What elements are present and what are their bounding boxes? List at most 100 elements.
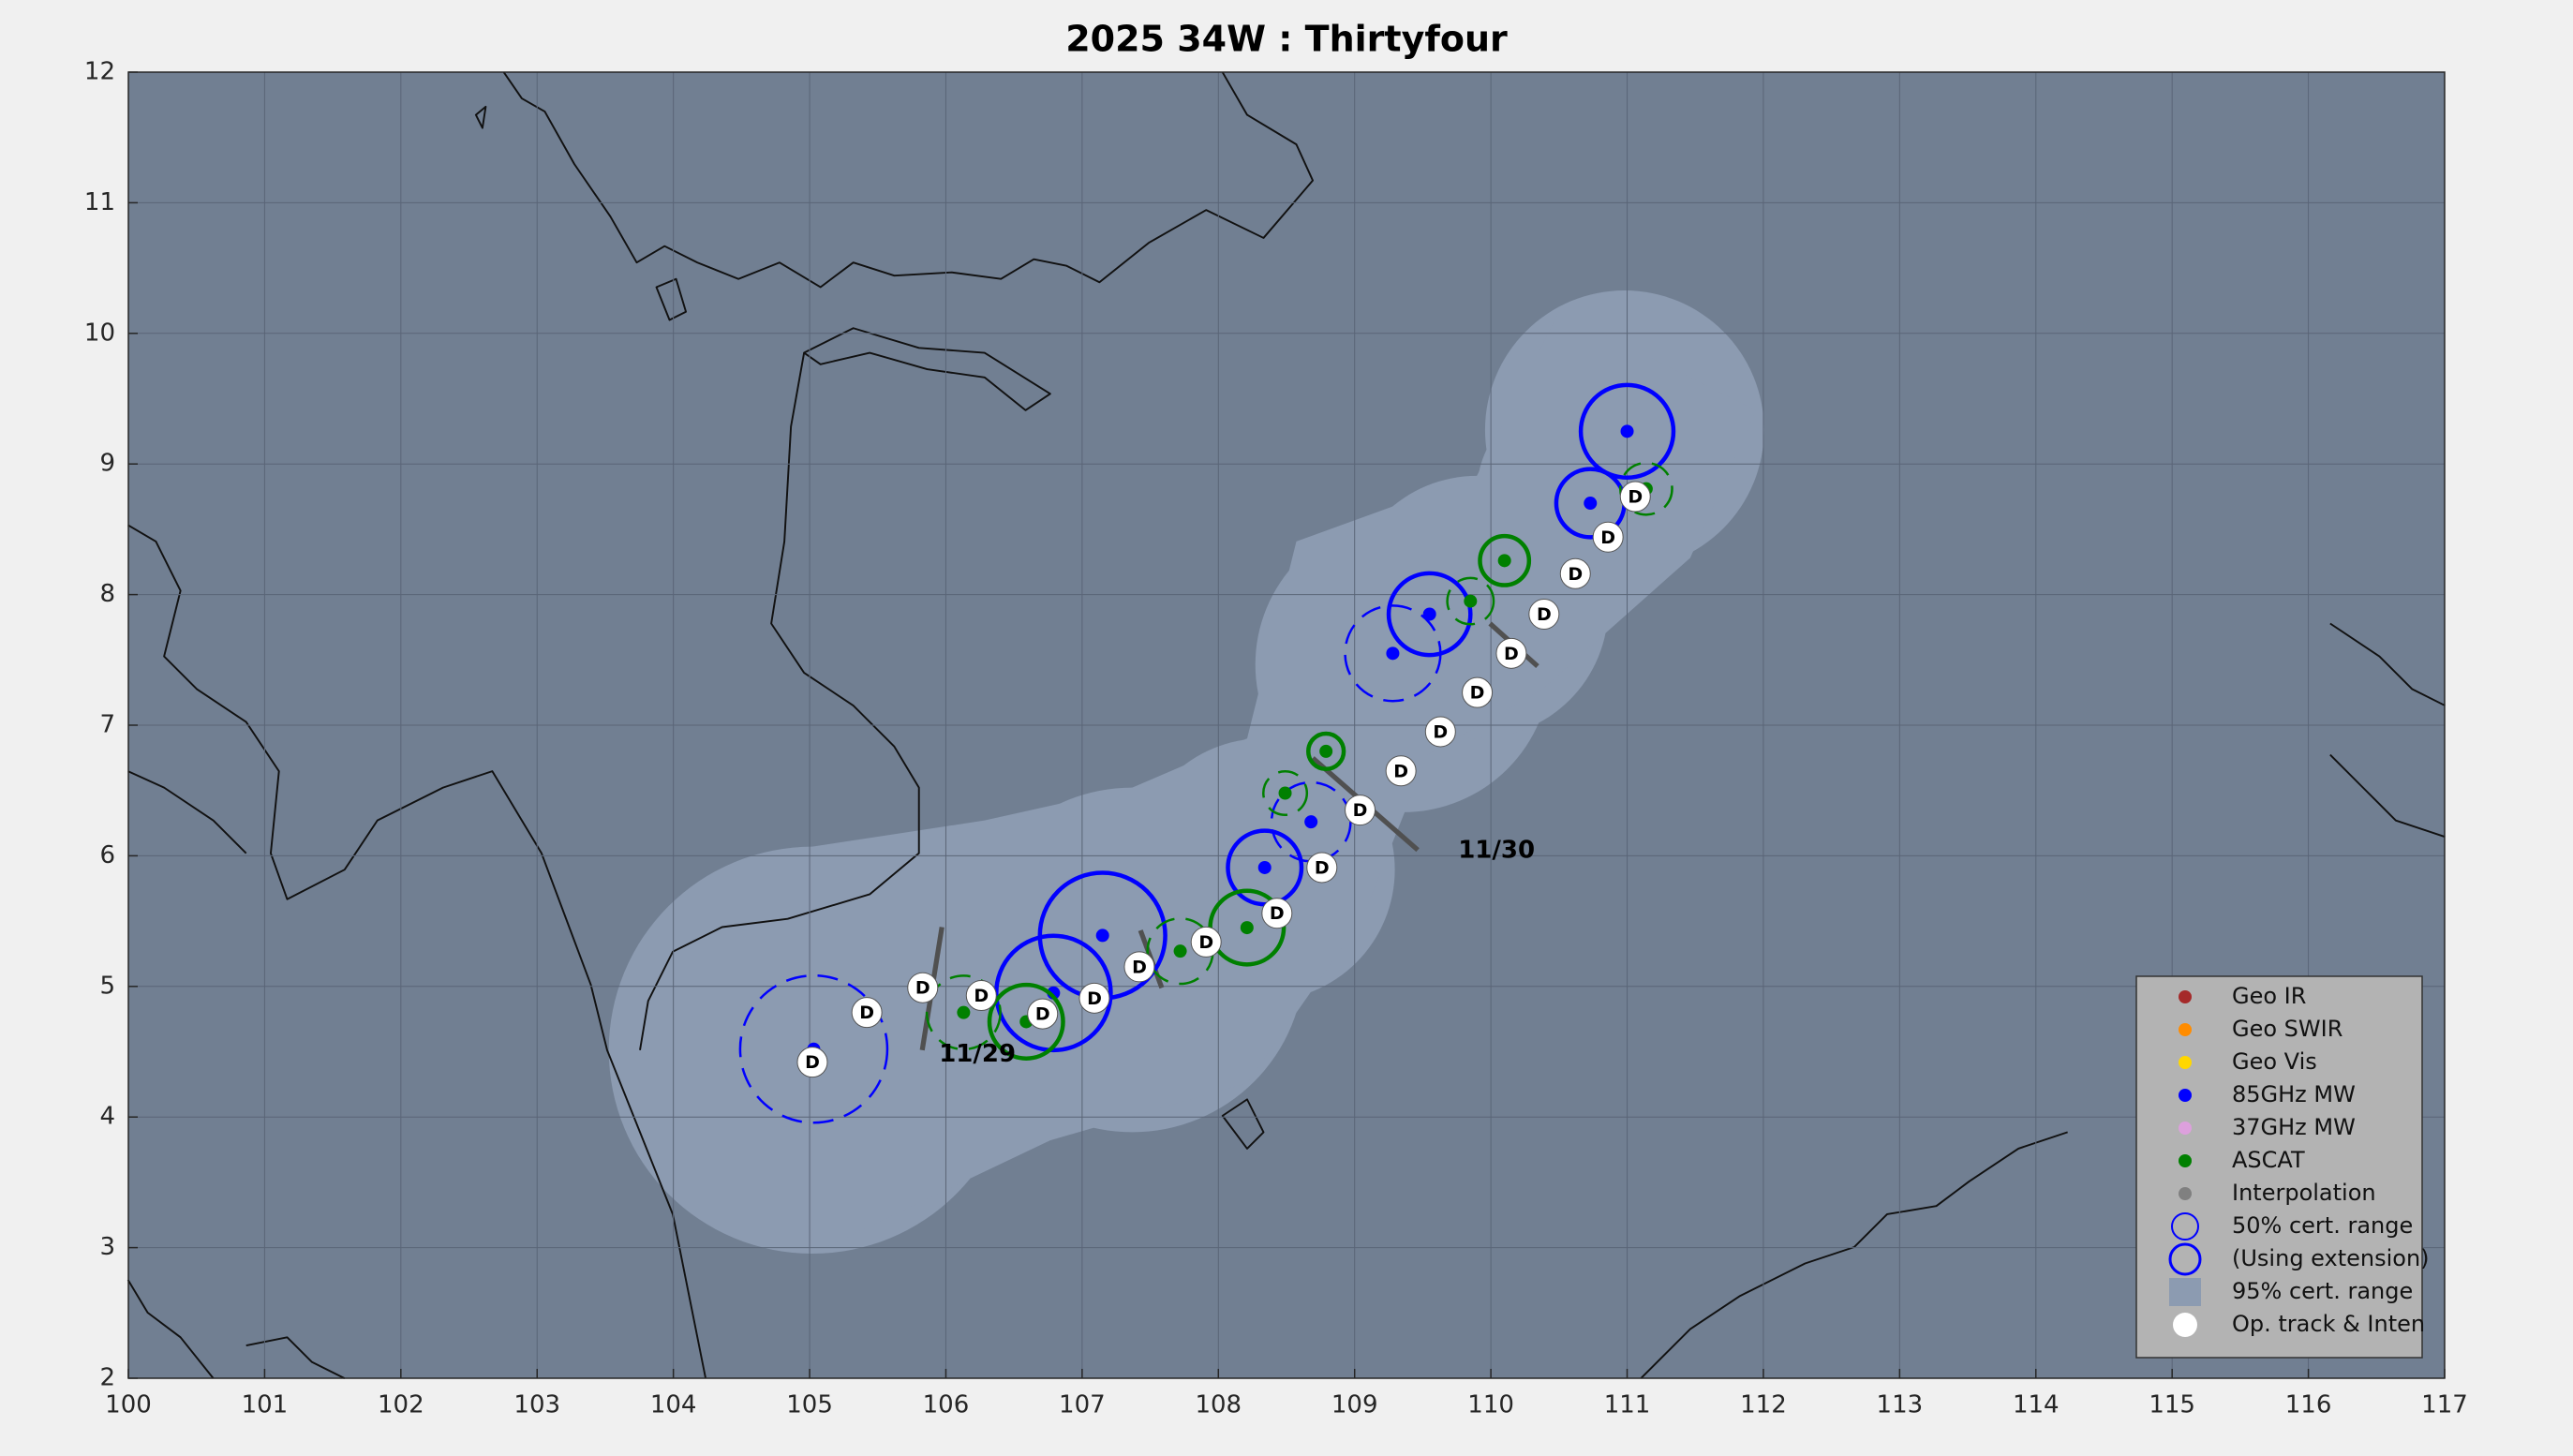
y-tick-label: 4 — [99, 1103, 115, 1131]
fix-point — [1620, 424, 1634, 438]
y-tick-label: 9 — [99, 450, 115, 478]
y-tick-label: 7 — [99, 711, 115, 739]
fix-point — [1240, 921, 1254, 935]
fix-point — [957, 1005, 971, 1019]
x-tick-label: 117 — [2421, 1391, 2468, 1419]
intensity-label: D — [1568, 564, 1583, 585]
legend-label: Geo SWIR — [2232, 1016, 2342, 1042]
legend-marker — [2179, 1056, 2192, 1069]
chart-title: 2025 34W : Thirtyfour — [1065, 19, 1508, 60]
intensity-label: D — [974, 986, 989, 1006]
track-point — [1559, 557, 1591, 589]
x-tick-label: 109 — [1331, 1391, 1378, 1419]
legend-label: Interpolation — [2232, 1180, 2376, 1206]
y-tick-label: 10 — [84, 319, 115, 347]
y-tick-label: 6 — [99, 841, 115, 869]
certainty-ring — [738, 973, 889, 1124]
track-point — [1495, 637, 1527, 669]
certainty-ring — [925, 974, 1002, 1051]
legend-label: Op. track & Inten — [2232, 1311, 2425, 1337]
track-point — [1027, 998, 1059, 1030]
certainty-ring — [1306, 731, 1346, 772]
legend-label: Geo IR — [2232, 983, 2306, 1009]
intensity-label: D — [1628, 487, 1643, 508]
fix-point — [1464, 594, 1478, 608]
intensity-label: D — [1504, 644, 1519, 664]
track-point — [1306, 852, 1338, 884]
track-point — [1619, 481, 1651, 513]
intensity-label: D — [1393, 761, 1408, 781]
legend-marker — [2179, 1154, 2192, 1167]
intensity-label: D — [1087, 988, 1102, 1009]
track-point — [1190, 926, 1222, 958]
legend-marker — [2168, 1242, 2202, 1276]
intensity-label: D — [1433, 721, 1448, 742]
track-point — [1078, 982, 1110, 1014]
fix-point — [1386, 646, 1400, 661]
fix-point — [1497, 554, 1511, 568]
y-tick-label: 3 — [99, 1233, 115, 1261]
x-tick-label: 101 — [242, 1391, 289, 1419]
x-tick-label: 107 — [1059, 1391, 1106, 1419]
legend-label: 95% cert. range — [2232, 1278, 2413, 1304]
intensity-label: D — [1353, 800, 1368, 821]
certainty-ring — [1478, 533, 1532, 587]
certainty-ring — [1446, 576, 1495, 626]
x-tick-label: 102 — [378, 1391, 424, 1419]
date-annotation: 11/29 — [939, 1040, 1016, 1068]
track-point — [1424, 716, 1456, 748]
legend-label: 50% cert. range — [2232, 1212, 2413, 1239]
fix-point — [1173, 944, 1187, 958]
fix-point — [1257, 860, 1272, 874]
intensity-label: D — [1132, 957, 1147, 977]
track-point — [1345, 795, 1376, 826]
legend-marker — [2169, 1278, 2201, 1306]
intensity-label: D — [915, 978, 930, 999]
y-tick-label: 5 — [99, 972, 115, 1000]
track-point — [907, 972, 939, 1003]
track-point — [1385, 755, 1417, 787]
intensity-label: D — [1270, 903, 1285, 924]
x-tick-label: 103 — [513, 1391, 560, 1419]
intensity-label: D — [1600, 527, 1615, 548]
legend-marker — [2179, 1023, 2192, 1036]
x-tick-label: 106 — [923, 1391, 970, 1419]
y-tick-label: 12 — [84, 58, 115, 86]
y-tick-label: 2 — [99, 1364, 115, 1392]
fix-point — [1304, 815, 1318, 829]
intensity-label: D — [1470, 683, 1485, 704]
certainty-ring — [1386, 571, 1473, 658]
legend-marker — [2179, 1122, 2192, 1135]
fix-point — [1278, 786, 1292, 800]
track-point — [965, 980, 997, 1012]
intensity-label: D — [859, 1003, 874, 1023]
x-tick-label: 111 — [1604, 1391, 1651, 1419]
x-tick-label: 110 — [1467, 1391, 1514, 1419]
certainty-ring — [1262, 769, 1309, 817]
track-point — [1592, 521, 1624, 553]
intensity-label: D — [1198, 932, 1213, 953]
x-tick-label: 114 — [2013, 1391, 2060, 1419]
x-tick-label: 100 — [105, 1391, 152, 1419]
track-point — [1462, 676, 1494, 708]
intensity-label: D — [1035, 1004, 1050, 1025]
legend-label: ASCAT — [2232, 1147, 2305, 1173]
x-tick-label: 104 — [650, 1391, 697, 1419]
fix-point — [1319, 744, 1333, 758]
track-point — [851, 997, 883, 1029]
track-point — [796, 1047, 828, 1078]
legend-marker — [2179, 1187, 2192, 1200]
x-tick-label: 112 — [1740, 1391, 1787, 1419]
date-annotation: 11/30 — [1458, 836, 1535, 864]
fix-point — [1422, 607, 1436, 621]
intensity-label: D — [805, 1052, 820, 1073]
fix-point — [1095, 929, 1109, 943]
fix-point — [1584, 497, 1598, 511]
legend-marker — [2179, 990, 2192, 1003]
track-point — [1528, 599, 1560, 631]
legend-marker — [2179, 1089, 2192, 1102]
certainty-ring — [1578, 382, 1676, 481]
legend-label: (Using extension) — [2232, 1245, 2430, 1271]
